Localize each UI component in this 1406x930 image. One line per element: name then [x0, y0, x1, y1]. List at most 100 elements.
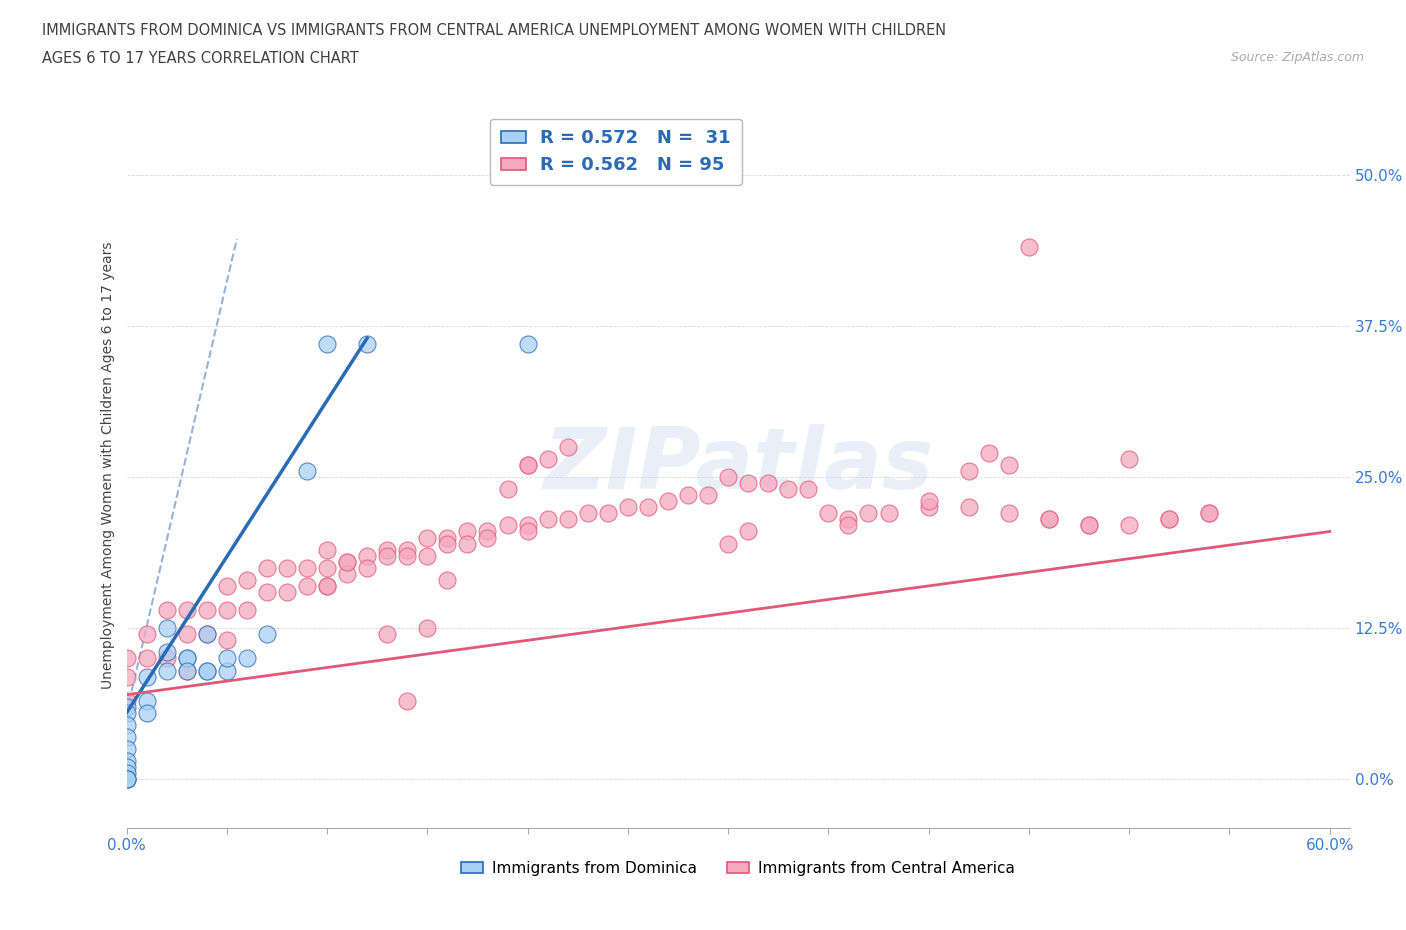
Point: [115, 753, 138, 768]
Legend: Immigrants from Dominica, Immigrants from Central America: Immigrants from Dominica, Immigrants fro…: [456, 855, 1021, 882]
Point: [456, 536, 478, 551]
Point: [316, 337, 339, 352]
Point: [215, 632, 238, 647]
Point: [176, 651, 198, 666]
Point: [195, 663, 218, 678]
Point: [336, 554, 359, 569]
Point: [917, 500, 939, 515]
Point: [115, 705, 138, 720]
Point: [436, 530, 458, 545]
Point: [617, 500, 640, 515]
Point: [115, 772, 138, 787]
Point: [1078, 518, 1101, 533]
Point: [115, 772, 138, 787]
Point: [1038, 512, 1060, 526]
Point: [837, 518, 859, 533]
Point: [456, 525, 478, 539]
Point: [477, 525, 499, 539]
Point: [436, 536, 458, 551]
Point: [1018, 240, 1040, 255]
Point: [115, 699, 138, 714]
Point: [256, 627, 278, 642]
Point: [215, 663, 238, 678]
Point: [817, 506, 839, 521]
Point: [717, 470, 740, 485]
Point: [156, 645, 179, 660]
Point: [156, 651, 179, 666]
Point: [115, 694, 138, 709]
Point: [496, 482, 519, 497]
Point: [156, 603, 179, 618]
Point: [516, 458, 538, 472]
Point: [176, 663, 198, 678]
Text: ZIPatlas: ZIPatlas: [543, 423, 934, 507]
Point: [516, 458, 538, 472]
Text: IMMIGRANTS FROM DOMINICA VS IMMIGRANTS FROM CENTRAL AMERICA UNEMPLOYMENT AMONG W: IMMIGRANTS FROM DOMINICA VS IMMIGRANTS F…: [42, 23, 946, 38]
Point: [416, 621, 439, 636]
Point: [917, 494, 939, 509]
Point: [176, 627, 198, 642]
Point: [396, 694, 419, 709]
Point: [1198, 506, 1220, 521]
Point: [576, 506, 599, 521]
Point: [557, 440, 579, 455]
Point: [998, 506, 1021, 521]
Point: [396, 542, 419, 557]
Point: [115, 742, 138, 757]
Point: [717, 536, 740, 551]
Point: [1118, 518, 1140, 533]
Point: [295, 560, 318, 575]
Point: [156, 663, 179, 678]
Point: [957, 500, 980, 515]
Text: Source: ZipAtlas.com: Source: ZipAtlas.com: [1230, 51, 1364, 64]
Point: [1198, 506, 1220, 521]
Point: [135, 670, 157, 684]
Point: [557, 512, 579, 526]
Point: [176, 663, 198, 678]
Point: [236, 603, 259, 618]
Point: [115, 760, 138, 775]
Point: [135, 627, 157, 642]
Point: [276, 585, 298, 600]
Point: [195, 603, 218, 618]
Point: [176, 651, 198, 666]
Text: AGES 6 TO 17 YEARS CORRELATION CHART: AGES 6 TO 17 YEARS CORRELATION CHART: [42, 51, 359, 66]
Point: [316, 542, 339, 557]
Point: [977, 445, 1000, 460]
Point: [135, 705, 157, 720]
Point: [215, 603, 238, 618]
Point: [195, 663, 218, 678]
Point: [115, 729, 138, 744]
Point: [256, 585, 278, 600]
Point: [837, 512, 859, 526]
Point: [416, 549, 439, 564]
Point: [135, 694, 157, 709]
Point: [516, 337, 538, 352]
Point: [1118, 451, 1140, 466]
Point: [637, 500, 659, 515]
Point: [316, 560, 339, 575]
Point: [1159, 512, 1181, 526]
Point: [115, 766, 138, 781]
Point: [356, 549, 378, 564]
Point: [537, 451, 560, 466]
Point: [256, 560, 278, 575]
Point: [176, 603, 198, 618]
Point: [316, 578, 339, 593]
Point: [756, 476, 779, 491]
Point: [215, 651, 238, 666]
Point: [496, 518, 519, 533]
Point: [1159, 512, 1181, 526]
Point: [316, 578, 339, 593]
Point: [1078, 518, 1101, 533]
Point: [115, 651, 138, 666]
Point: [737, 476, 759, 491]
Point: [1038, 512, 1060, 526]
Point: [657, 494, 679, 509]
Point: [858, 506, 880, 521]
Point: [295, 578, 318, 593]
Point: [375, 627, 398, 642]
Point: [195, 627, 218, 642]
Point: [998, 458, 1021, 472]
Point: [537, 512, 560, 526]
